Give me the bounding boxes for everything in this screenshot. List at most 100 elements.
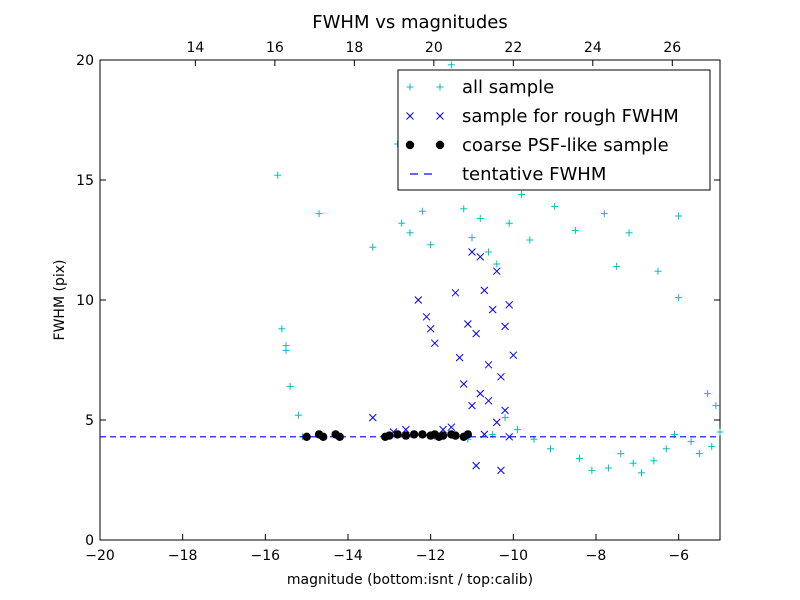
rough-fwhm-point — [492, 267, 501, 276]
rough-fwhm-point — [414, 296, 423, 304]
all-sample-point — [704, 390, 712, 398]
rough-fwhm-point — [492, 418, 501, 427]
psf-like-point — [385, 431, 394, 440]
legend-box — [397, 69, 711, 191]
all-sample-point — [571, 226, 579, 234]
psf-like-point — [418, 430, 427, 439]
all-sample-point — [675, 294, 683, 302]
rough-fwhm-point — [468, 401, 476, 410]
rough-fwhm-point — [455, 353, 464, 362]
all-sample-point — [282, 346, 290, 354]
psf-like-point — [302, 432, 311, 441]
all-sample-point — [551, 202, 559, 210]
rough-fwhm-point — [505, 432, 514, 441]
legend-label: tentative FWHM — [462, 164, 606, 185]
all-sample-point — [625, 229, 633, 237]
legend-item: coarse PSF-like sample — [405, 135, 669, 156]
x-tick-label: −10 — [499, 548, 529, 564]
x-tick-label: −6 — [668, 548, 689, 564]
rough-fwhm-point — [472, 461, 480, 470]
rough-fwhm-point — [451, 288, 460, 297]
psf-like-point — [438, 431, 448, 440]
rough-fwhm-point — [476, 252, 485, 261]
legend-label: all sample — [462, 77, 554, 98]
y-axis-label: FWHM (pix) — [52, 260, 68, 341]
legend-marker — [436, 112, 444, 120]
rough-fwhm-point — [484, 396, 493, 405]
legend-label: coarse PSF-like sample — [462, 135, 669, 156]
y-tick-label: 5 — [85, 413, 94, 429]
legend-marker — [435, 140, 445, 150]
legend: all sample sample for rough FWHM coarse PS… — [397, 69, 711, 191]
all-sample-point — [460, 205, 468, 213]
rough-fwhm-point — [447, 423, 456, 432]
x-axis-label: magnitude (bottom:isnt / top:calib) — [287, 572, 533, 588]
rough-fwhm-point — [497, 466, 505, 475]
all-sample-point — [695, 450, 703, 458]
rough-fwhm-point — [476, 389, 485, 398]
all-sample-point — [675, 212, 683, 220]
rough-fwhm-point — [488, 305, 497, 314]
psf-like-series — [302, 430, 473, 441]
legend-item: all sample — [406, 77, 554, 98]
rough-fwhm-point — [501, 406, 509, 415]
top-x-tick-label: 20 — [425, 40, 443, 56]
all-sample-point — [518, 190, 526, 198]
all-sample-point — [613, 262, 621, 270]
all-sample-point — [712, 402, 720, 410]
top-x-tick-label: 18 — [345, 40, 363, 56]
x-tick-label: −18 — [168, 548, 198, 564]
top-x-tick-label: 22 — [504, 40, 522, 56]
all-sample-point — [708, 442, 716, 450]
top-x-tick-label: 26 — [663, 40, 681, 56]
all-sample-point — [274, 171, 282, 179]
all-sample-point — [637, 469, 645, 477]
top-x-tick-label: 16 — [266, 40, 284, 56]
rough-fwhm-point — [402, 425, 410, 434]
psf-like-point — [409, 430, 419, 439]
rough-fwhm-point — [459, 380, 468, 388]
y-tick-label: 20 — [76, 53, 94, 69]
legend-marker — [405, 140, 415, 150]
legend-marker — [406, 83, 414, 91]
all-sample-point — [600, 210, 608, 218]
legend-label: sample for rough FWHM — [462, 106, 679, 127]
all-sample-point — [418, 207, 426, 215]
all-sample-point — [427, 241, 435, 249]
all-sample-point — [294, 411, 302, 419]
x-tick-label: −14 — [333, 548, 363, 564]
all-sample-point — [468, 234, 476, 242]
rough-fwhm-point — [468, 248, 476, 256]
psf-like-point — [463, 430, 473, 439]
rough-fwhm-point — [472, 329, 480, 338]
all-sample-point — [476, 214, 484, 222]
y-tick-label: 15 — [76, 173, 94, 189]
all-sample-point — [629, 459, 637, 467]
rough-fwhm-point — [430, 339, 439, 348]
chart-title: FWHM vs magnitudes — [312, 12, 507, 33]
rough-fwhm-point — [484, 360, 493, 369]
all-sample-point — [278, 325, 286, 333]
rough-fwhm-point — [505, 300, 514, 309]
x-tick-label: −16 — [251, 548, 281, 564]
rough-fwhm-point — [439, 425, 447, 434]
all-sample-point — [617, 450, 625, 458]
all-sample-point — [286, 382, 294, 390]
psf-like-point — [451, 431, 460, 440]
all-sample-point — [485, 248, 493, 256]
all-sample-point — [604, 464, 612, 472]
x-tick-label: −12 — [416, 548, 446, 564]
legend-item: tentative FWHM — [410, 164, 606, 185]
psf-like-point — [335, 432, 344, 441]
all-sample-point — [406, 229, 414, 237]
all-sample-point — [513, 426, 521, 434]
x-axis-bottom: −20 −18 −16 −14 −12 −10 −8 −6 — [85, 534, 689, 564]
rough-fwhm-point — [422, 312, 431, 321]
rough-fwhm-point — [368, 413, 377, 422]
x-axis-top: 14 16 18 20 22 24 26 — [186, 40, 681, 66]
all-sample-point — [662, 445, 670, 453]
all-sample-point — [526, 236, 534, 244]
rough-fwhm-point — [426, 324, 435, 333]
all-sample-point — [501, 414, 509, 422]
